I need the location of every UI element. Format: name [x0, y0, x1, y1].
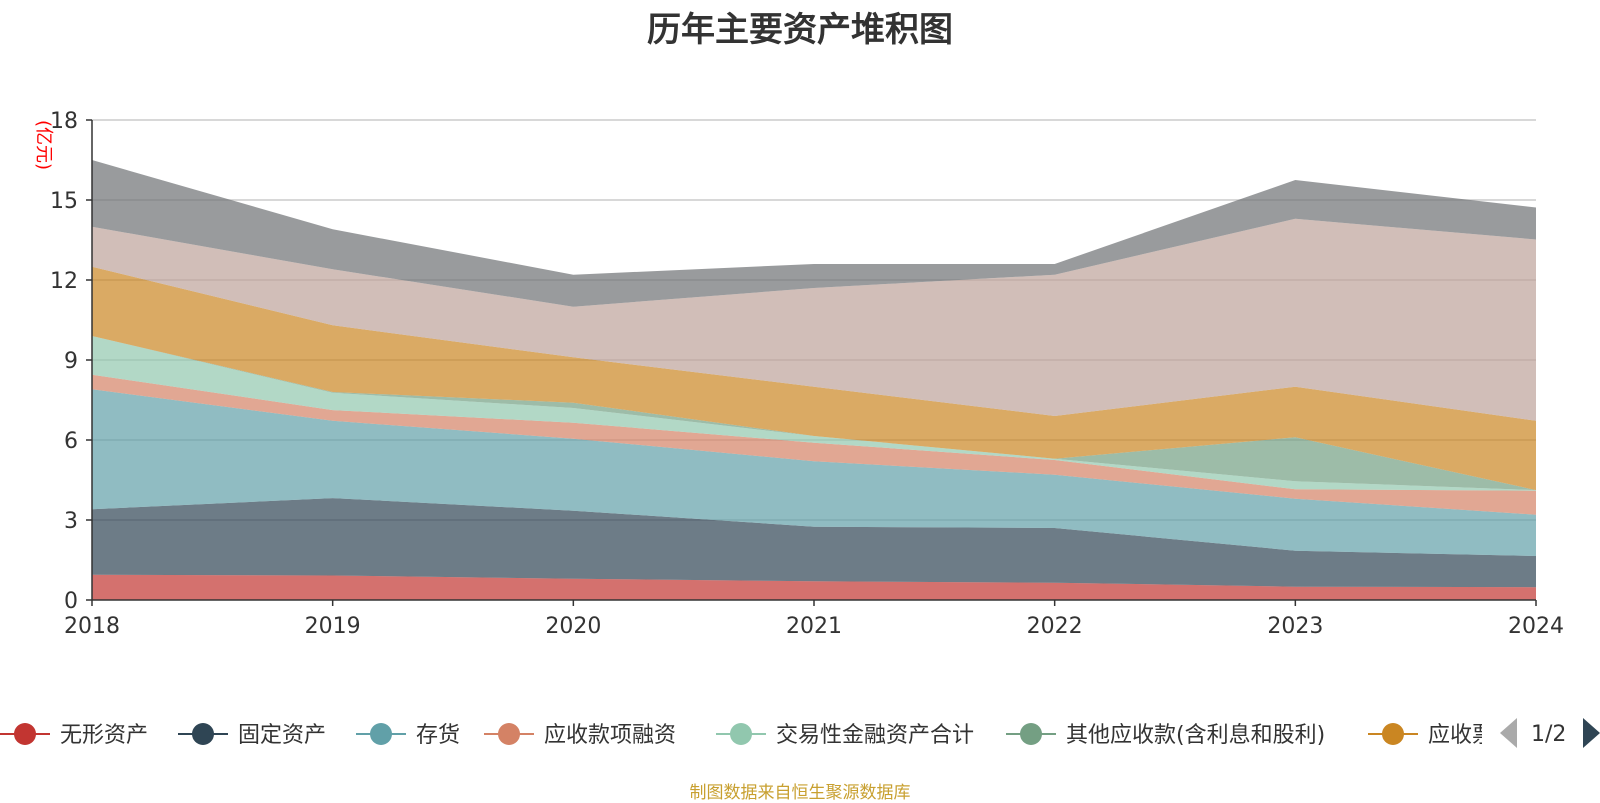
area-series-5 — [92, 336, 1536, 491]
legend-marker-icon — [730, 723, 752, 745]
legend-marker-icon — [1020, 723, 1042, 745]
legend-prev-icon[interactable] — [1500, 718, 1517, 748]
legend-page-indicator: 1/2 — [1531, 722, 1566, 747]
stacked-areas — [92, 160, 1536, 600]
x-tick-label: 2018 — [64, 614, 120, 639]
legend-item[interactable]: 应收款项融资 — [484, 723, 676, 748]
y-tick-label: 3 — [64, 509, 78, 534]
y-tick-label: 6 — [64, 429, 78, 454]
x-tick-label: 2023 — [1267, 614, 1323, 639]
legend-next-icon[interactable] — [1583, 718, 1600, 748]
area-series-6 — [92, 266, 1536, 491]
legend-label: 应收票 — [1428, 723, 1494, 748]
y-tick-label: 18 — [50, 109, 78, 134]
y-tick-label: 9 — [64, 349, 78, 374]
legend-pager[interactable]: 1/2 — [1500, 718, 1600, 748]
y-tick-label: 12 — [50, 269, 78, 294]
legend-label: 其他应收款(含利息和股利) — [1066, 723, 1325, 748]
area-series-3 — [92, 374, 1536, 515]
area-series-1 — [92, 498, 1536, 588]
y-tick-label: 15 — [50, 189, 78, 214]
x-tick-label: 2020 — [545, 614, 601, 639]
area-series-8 — [92, 160, 1536, 307]
legend-label: 无形资产 — [60, 723, 148, 748]
x-tick-label: 2024 — [1508, 614, 1564, 639]
legend-item[interactable]: 无形资产 — [0, 723, 148, 748]
area-series-0 — [92, 574, 1536, 600]
legend-label: 存货 — [416, 723, 460, 748]
x-axis-ticks: 2018 2019 2020 2021 2022 2023 2024 — [64, 600, 1564, 639]
y-axis-ticks: 0 3 6 9 12 15 18 — [50, 109, 92, 614]
legend-marker-icon — [370, 723, 392, 745]
legend-marker-icon — [192, 723, 214, 745]
y-axis-unit-label: (亿元) — [33, 120, 54, 170]
legend-marker-icon — [498, 723, 520, 745]
legend-item[interactable]: 固定资产 — [178, 723, 326, 748]
x-tick-label: 2022 — [1027, 614, 1083, 639]
legend-marker-icon — [1382, 723, 1404, 745]
legend-item[interactable]: 应收票 — [1368, 723, 1494, 748]
x-tick-label: 2019 — [305, 614, 361, 639]
chart-title: 历年主要资产堆积图 — [647, 10, 953, 50]
source-note: 制图数据来自恒生聚源数据库 — [689, 783, 911, 803]
legend-label: 交易性金融资产合计 — [776, 723, 974, 748]
area-series-2 — [92, 389, 1536, 556]
legend-label: 应收款项融资 — [544, 723, 676, 748]
legend-item[interactable]: 其他应收款(含利息和股利) — [1006, 723, 1325, 748]
legend-marker-icon — [14, 723, 36, 745]
y-tick-label: 0 — [64, 589, 78, 614]
legend[interactable]: 无形资产 固定资产 存货 应收款项融资 交易性金融资产合计 其他应收款(含利息和股利) 应收… — [0, 723, 1494, 748]
x-tick-label: 2021 — [786, 614, 842, 639]
legend-label: 固定资产 — [238, 723, 326, 748]
legend-item[interactable]: 存货 — [356, 723, 460, 748]
legend-item[interactable]: 交易性金融资产合计 — [716, 723, 974, 748]
area-series-7 — [92, 218, 1536, 421]
